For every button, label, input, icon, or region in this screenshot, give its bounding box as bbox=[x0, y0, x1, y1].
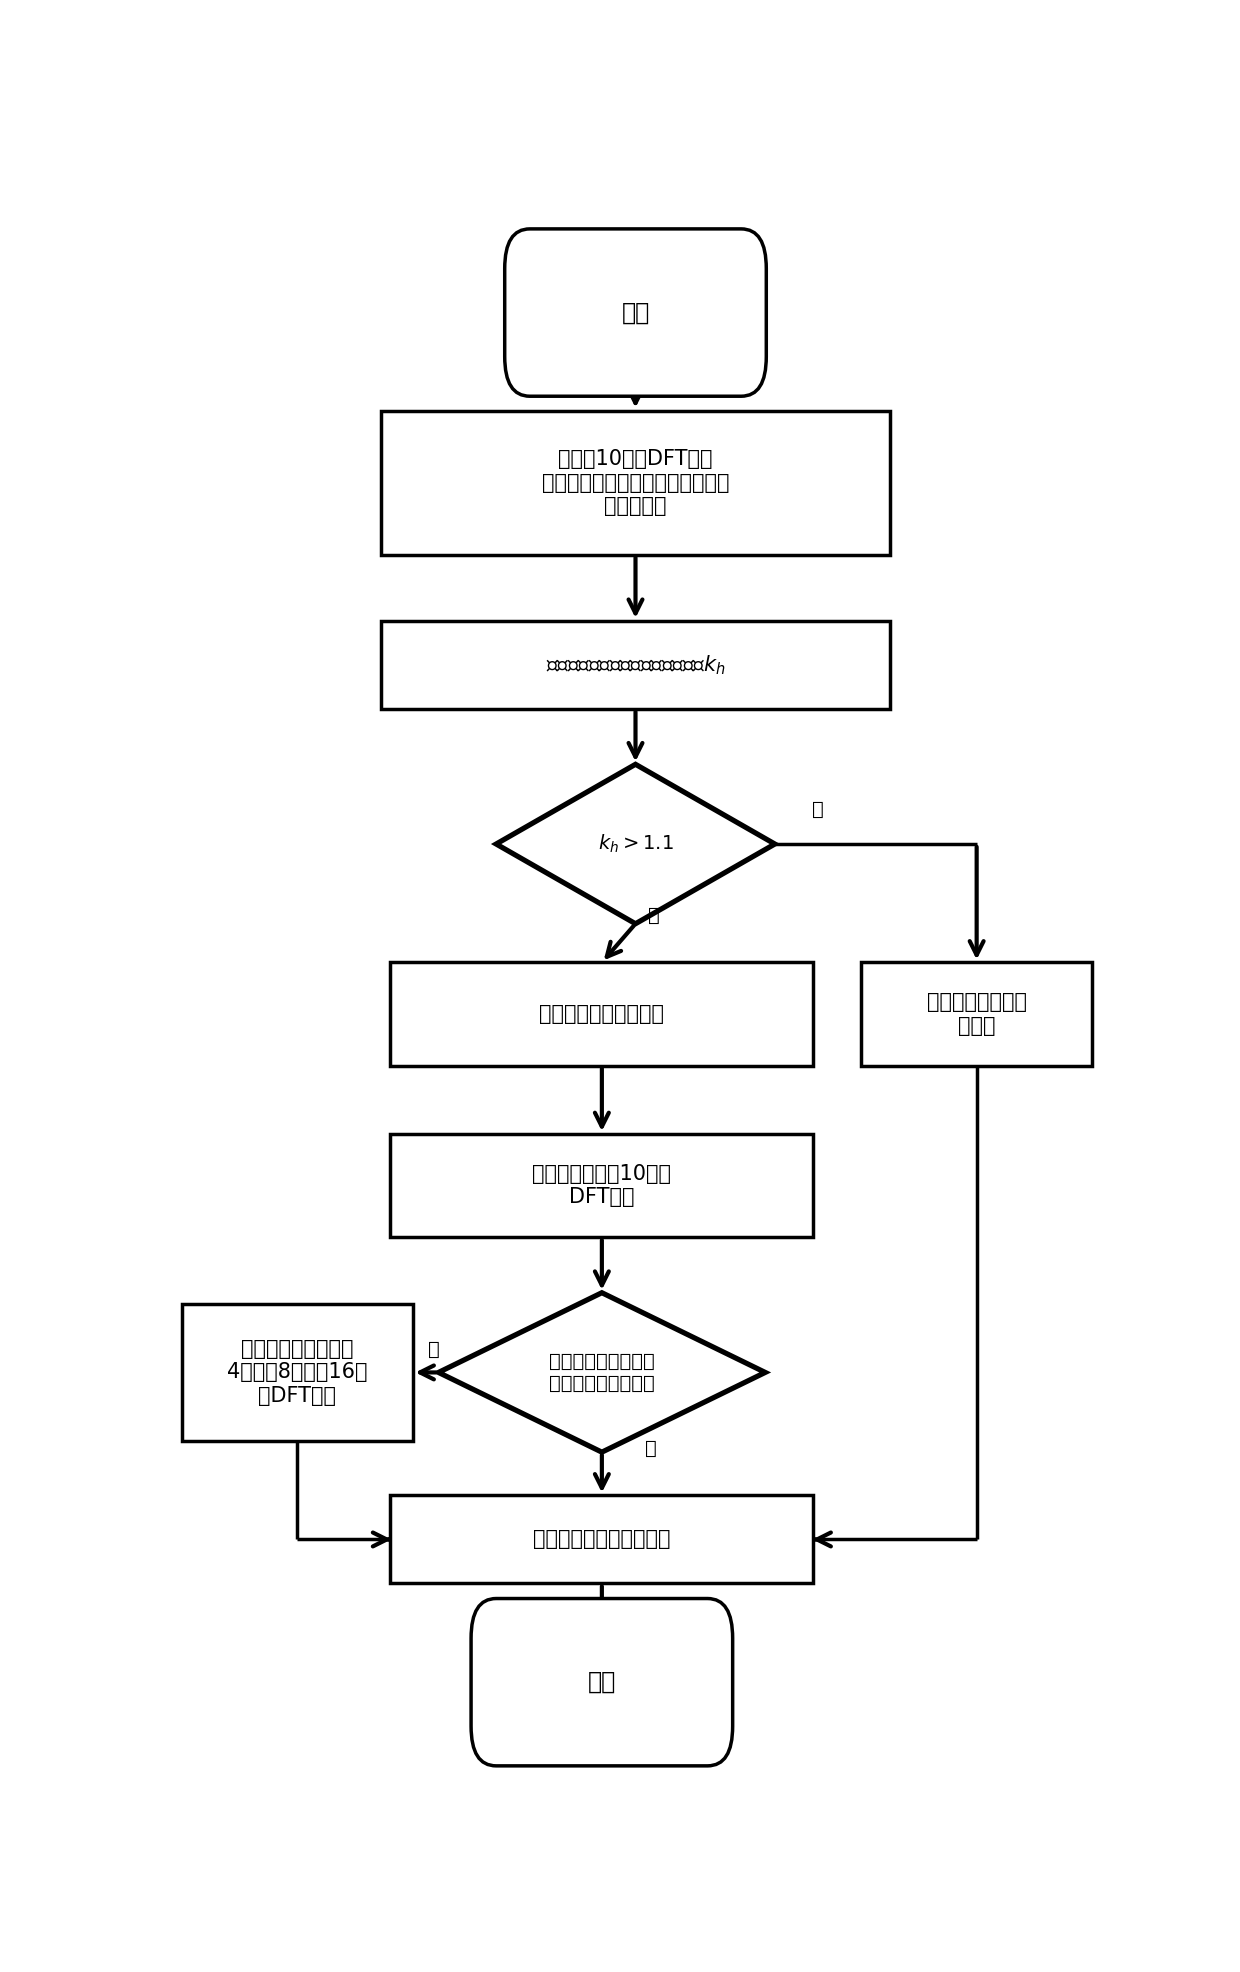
Text: 结束: 结束 bbox=[588, 1670, 616, 1694]
FancyBboxPatch shape bbox=[471, 1599, 733, 1765]
Polygon shape bbox=[439, 1294, 765, 1451]
FancyBboxPatch shape bbox=[182, 1303, 413, 1442]
Text: 此谐波附近存在间谐波: 此谐波附近存在间谐波 bbox=[539, 1004, 665, 1023]
Text: 确定主导间谐波频谱分布: 确定主导间谐波频谱分布 bbox=[533, 1530, 671, 1550]
Text: 谐波群集有效值与谐波有效值比值$k_h$: 谐波群集有效值与谐波有效值比值$k_h$ bbox=[546, 653, 725, 676]
FancyBboxPatch shape bbox=[505, 229, 766, 396]
FancyBboxPatch shape bbox=[391, 962, 813, 1065]
Polygon shape bbox=[496, 765, 775, 923]
FancyBboxPatch shape bbox=[862, 962, 1092, 1065]
Text: 是: 是 bbox=[649, 905, 660, 925]
FancyBboxPatch shape bbox=[381, 410, 890, 554]
FancyBboxPatch shape bbox=[391, 1495, 813, 1584]
Text: 否: 否 bbox=[428, 1341, 439, 1359]
Text: 信号做10周波DFT，并
计算谐波单谱线有效值以及谐波群
集的有效值: 信号做10周波DFT，并 计算谐波单谱线有效值以及谐波群 集的有效值 bbox=[542, 450, 729, 517]
Text: 是: 是 bbox=[645, 1440, 657, 1457]
FancyBboxPatch shape bbox=[391, 1134, 813, 1236]
FancyBboxPatch shape bbox=[381, 621, 890, 708]
Text: 开始: 开始 bbox=[621, 300, 650, 325]
Text: 对此谐波附近做10周波
DFT分析: 对此谐波附近做10周波 DFT分析 bbox=[532, 1163, 671, 1207]
Text: $k_h>1.1$: $k_h>1.1$ bbox=[598, 832, 673, 856]
Text: 此谐波附近不存在
间谐波: 此谐波附近不存在 间谐波 bbox=[926, 992, 1027, 1035]
Text: 某个间谐波最大且其
相邻间谐波相对较小: 某个间谐波最大且其 相邻间谐波相对较小 bbox=[549, 1353, 655, 1392]
Text: 否: 否 bbox=[812, 799, 823, 818]
Text: 对此谐波附近分别做
4周波、8周波、16周
波DFT分析: 对此谐波附近分别做 4周波、8周波、16周 波DFT分析 bbox=[227, 1339, 367, 1406]
